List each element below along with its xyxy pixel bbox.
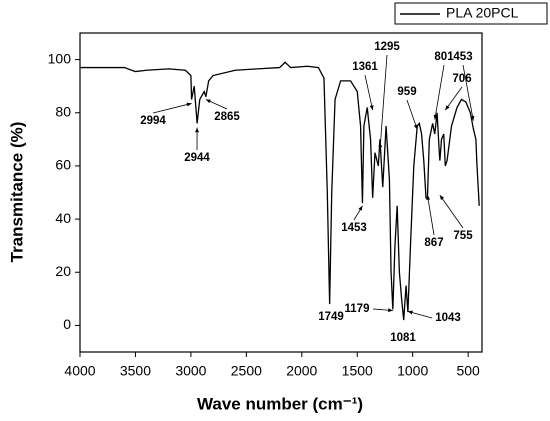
peak-arrow	[439, 194, 464, 229]
peak-arrow	[152, 103, 192, 114]
arrow-head	[470, 115, 475, 121]
peak-label: 2865	[214, 111, 240, 123]
plot-frame	[79, 32, 483, 353]
peak-arrow	[427, 195, 435, 236]
arrow-head	[433, 114, 438, 120]
y-tick-label: 40	[55, 210, 71, 226]
peak-label: 867	[424, 237, 443, 249]
arrow-head	[426, 195, 431, 201]
peak-label: 2994	[140, 115, 166, 127]
x-tick-label: 2500	[231, 363, 262, 379]
y-tick-label: 80	[55, 103, 71, 119]
arrow-head	[369, 105, 374, 111]
arrow-head	[195, 127, 200, 133]
peak-label: 706	[452, 73, 471, 85]
y-tick-label: 60	[55, 157, 71, 173]
y-tick-label: 100	[48, 50, 72, 66]
legend-box	[394, 2, 548, 25]
spectrum-line	[80, 61, 480, 321]
peak-label: 1043	[435, 312, 461, 324]
x-tick-label: 3500	[120, 363, 151, 379]
x-tick-label: 1500	[342, 363, 373, 379]
y-tick-label: 0	[63, 316, 71, 332]
peak-label: 1295	[374, 41, 400, 53]
arrow-head	[358, 205, 363, 211]
peak-label: 1081	[390, 332, 416, 344]
peak-arrow	[462, 64, 474, 121]
arrow-head	[378, 145, 383, 150]
y-axis-title: Transmitance (%)	[7, 122, 26, 263]
peak-label: 1453	[341, 222, 367, 234]
x-tick-label: 500	[456, 363, 480, 379]
peak-label: 801	[434, 51, 454, 63]
arrow-head	[413, 124, 418, 130]
peak-label: 2944	[184, 152, 210, 164]
x-tick-label: 4000	[64, 363, 95, 379]
peak-arrow	[434, 64, 445, 120]
peak-label: 1749	[318, 311, 344, 323]
x-tick-label: 3000	[175, 363, 206, 379]
x-axis-title: Wave number (cm⁻¹)	[197, 394, 363, 413]
y-tick-label: 20	[55, 263, 71, 279]
arrow-head	[445, 105, 450, 111]
peak-label: 959	[397, 86, 416, 98]
x-tick-label: 1000	[397, 363, 428, 379]
arrow-head	[407, 310, 413, 315]
peak-arrow	[364, 74, 374, 111]
arrow-head	[439, 195, 445, 201]
legend-label: PLA 20PCL	[446, 5, 519, 21]
peak-arrow	[406, 99, 418, 130]
arrow-head	[388, 308, 393, 313]
peak-label: 453	[453, 51, 472, 63]
x-tick-label: 2000	[286, 363, 317, 379]
arrow-head	[186, 102, 192, 107]
peak-label: 1361	[352, 61, 378, 73]
peak-arrow	[379, 54, 388, 150]
peak-arrow	[444, 86, 463, 111]
peak-label: 755	[453, 230, 473, 242]
arrow-head	[205, 99, 211, 104]
peak-label: 1179	[345, 303, 370, 315]
